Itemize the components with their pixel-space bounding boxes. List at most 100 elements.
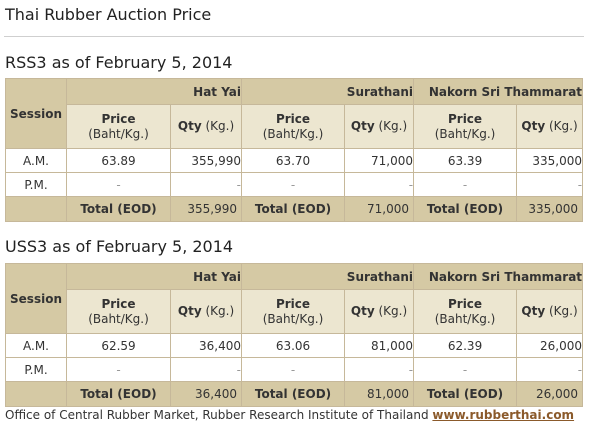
price-label: Price	[101, 296, 136, 311]
price-unit: (Baht/Kg.)	[262, 126, 324, 141]
price-unit: (Baht/Kg.)	[262, 311, 324, 326]
total-qty: 355,990	[169, 196, 243, 222]
market-header-hat-yai: Hat Yai	[65, 263, 243, 290]
price-column-header: Price (Baht/Kg.)	[66, 104, 171, 149]
price-unit: (Baht/Kg.)	[434, 126, 496, 141]
qty-unit: (Kg.)	[548, 119, 578, 133]
qty-label: Qty	[350, 119, 375, 133]
qty-column-header: Qty (Kg.)	[516, 289, 584, 334]
total-label: Total (EOD)	[413, 196, 518, 222]
uss3-price-table: Session Hat Yai Surathani Nakorn Sri Tha…	[5, 263, 584, 407]
price-unit: (Baht/Kg.)	[434, 311, 496, 326]
price-cell: -	[66, 172, 171, 197]
qty-cell: -	[344, 172, 415, 197]
price-cell: 63.70	[241, 148, 346, 173]
total-qty: 335,000	[516, 196, 584, 222]
table-row: P.M. - - - - - -	[5, 172, 584, 197]
qty-unit: (Kg.)	[205, 119, 235, 133]
total-row: Total (EOD) 36,400 Total (EOD) 81,000 To…	[5, 381, 584, 407]
price-label: Price	[275, 111, 311, 126]
total-label: Total (EOD)	[66, 196, 171, 222]
qty-cell: -	[169, 357, 243, 382]
price-cell: 63.06	[241, 333, 346, 358]
total-label: Total (EOD)	[413, 381, 518, 407]
qty-cell: 335,000	[516, 148, 584, 173]
price-cell: -	[413, 172, 518, 197]
session-label: A.M.	[5, 333, 67, 358]
qty-label: Qty	[177, 304, 202, 318]
qty-cell: 36,400	[169, 333, 243, 358]
qty-cell: 26,000	[516, 333, 584, 358]
price-cell: 62.59	[66, 333, 171, 358]
price-label: Price	[101, 111, 136, 126]
qty-label: Qty	[521, 119, 546, 133]
session-header: Session	[5, 263, 67, 334]
qty-column-header: Qty (Kg.)	[169, 104, 243, 149]
price-column-header: Price (Baht/Kg.)	[241, 104, 346, 149]
market-header-hat-yai: Hat Yai	[65, 78, 243, 105]
price-cell: -	[241, 357, 346, 382]
qty-label: Qty	[177, 119, 202, 133]
total-row: Total (EOD) 355,990 Total (EOD) 71,000 T…	[5, 196, 584, 222]
rss3-price-table: Session Hat Yai Surathani Nakorn Sri Tha…	[5, 78, 584, 222]
total-qty: 81,000	[344, 381, 415, 407]
total-qty: 26,000	[516, 381, 584, 407]
price-label: Price	[275, 296, 311, 311]
total-label: Total (EOD)	[66, 381, 171, 407]
title-divider	[4, 36, 584, 37]
qty-column-header: Qty (Kg.)	[344, 289, 415, 334]
session-label: P.M.	[5, 357, 67, 382]
price-cell: -	[66, 357, 171, 382]
qty-label: Qty	[350, 304, 375, 318]
qty-label: Qty	[521, 304, 546, 318]
session-label: P.M.	[5, 172, 67, 197]
total-spacer	[5, 196, 67, 222]
total-label: Total (EOD)	[241, 381, 346, 407]
table-row: P.M. - - - - - -	[5, 357, 584, 382]
price-cell: -	[241, 172, 346, 197]
qty-cell: -	[516, 172, 584, 197]
total-spacer	[5, 381, 67, 407]
price-unit: (Baht/Kg.)	[88, 311, 149, 326]
price-column-header: Price (Baht/Kg.)	[66, 289, 171, 334]
price-label: Price	[447, 296, 483, 311]
total-label: Total (EOD)	[241, 196, 346, 222]
table-row: A.M. 63.89 355,990 63.70 71,000 63.39 33…	[5, 148, 584, 173]
footer-text: Office of Central Rubber Market, Rubber …	[5, 408, 429, 422]
price-unit: (Baht/Kg.)	[88, 126, 149, 141]
price-column-header: Price (Baht/Kg.)	[241, 289, 346, 334]
rss3-section-title: RSS3 as of February 5, 2014	[5, 53, 233, 72]
price-cell: 63.39	[413, 148, 518, 173]
qty-column-header: Qty (Kg.)	[344, 104, 415, 149]
total-qty: 71,000	[344, 196, 415, 222]
qty-cell: 71,000	[344, 148, 415, 173]
session-header: Session	[5, 78, 67, 149]
price-column-header: Price (Baht/Kg.)	[413, 289, 518, 334]
qty-cell: 355,990	[169, 148, 243, 173]
price-label: Price	[447, 111, 483, 126]
market-header-surathani: Surathani	[241, 263, 415, 290]
footer: Office of Central Rubber Market, Rubber …	[5, 408, 574, 422]
qty-unit: (Kg.)	[205, 304, 235, 318]
total-qty: 36,400	[169, 381, 243, 407]
market-header-nakorn-sri-thammarat: Nakorn Sri Thammarat	[413, 78, 584, 105]
qty-unit: (Kg.)	[378, 304, 408, 318]
qty-unit: (Kg.)	[378, 119, 408, 133]
price-cell: 63.89	[66, 148, 171, 173]
qty-cell: 81,000	[344, 333, 415, 358]
session-label: A.M.	[5, 148, 67, 173]
price-cell: -	[413, 357, 518, 382]
qty-cell: -	[344, 357, 415, 382]
qty-cell: -	[169, 172, 243, 197]
footer-link[interactable]: www.rubberthai.com	[432, 408, 575, 422]
uss3-section-title: USS3 as of February 5, 2014	[5, 237, 234, 256]
price-column-header: Price (Baht/Kg.)	[413, 104, 518, 149]
table-row: A.M. 62.59 36,400 63.06 81,000 62.39 26,…	[5, 333, 584, 358]
qty-unit: (Kg.)	[548, 304, 578, 318]
page-title: Thai Rubber Auction Price	[5, 5, 212, 24]
qty-column-header: Qty (Kg.)	[169, 289, 243, 334]
market-header-surathani: Surathani	[241, 78, 415, 105]
market-header-nakorn-sri-thammarat: Nakorn Sri Thammarat	[413, 263, 584, 290]
price-cell: 62.39	[413, 333, 518, 358]
qty-column-header: Qty (Kg.)	[516, 104, 584, 149]
